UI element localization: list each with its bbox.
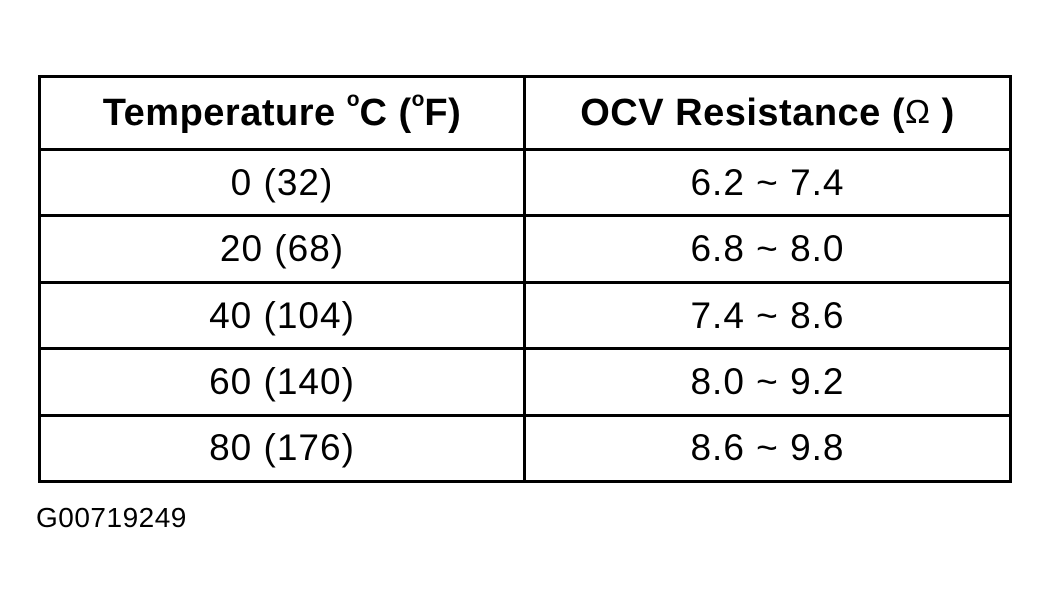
ocv-resistance-cell: 7.4 ~ 8.6 bbox=[690, 294, 845, 336]
header-temperature-text: Temperature bbox=[102, 91, 347, 134]
omega-symbol: Ω bbox=[905, 94, 931, 131]
table-row: 80 (176) 8.6 ~ 9.8 bbox=[41, 413, 1009, 481]
temperature-cell: 40 (104) bbox=[41, 283, 526, 348]
figure-id-label: G00719249 bbox=[36, 502, 187, 533]
header-fahrenheit-text: F) bbox=[424, 91, 462, 134]
header-ocv-resistance: OCV Resistance (Ω ) bbox=[526, 78, 1009, 148]
ocv-resistance-cell: 8.6 ~ 9.8 bbox=[690, 427, 845, 469]
header-ocv-text: OCV Resistance ( bbox=[580, 91, 906, 134]
header-celsius-text: C ( bbox=[359, 91, 412, 134]
ocv-resistance-cell: 6.2 ~ 7.4 bbox=[690, 161, 845, 203]
temperature-cell: 60 (140) bbox=[41, 350, 526, 414]
table-row: 0 (32) 6.2 ~ 7.4 bbox=[41, 151, 1009, 215]
table-row: 60 (140) 8.0 ~ 9.2 bbox=[41, 347, 1009, 414]
temperature-cell: 80 (176) bbox=[41, 416, 526, 481]
table-row: 20 (68) 6.8 ~ 8.0 bbox=[41, 214, 1009, 281]
ocv-resistance-cell: 8.0 ~ 9.2 bbox=[690, 360, 845, 402]
temperature-cell: 0 (32) bbox=[41, 151, 526, 215]
table-row: 40 (104) 7.4 ~ 8.6 bbox=[41, 280, 1009, 348]
temperature-cell: 20 (68) bbox=[41, 217, 526, 281]
header-ocv-close-text: ) bbox=[930, 91, 955, 134]
ocv-resistance-cell: 6.8 ~ 8.0 bbox=[690, 228, 845, 270]
degree-symbol: o bbox=[411, 88, 425, 112]
degree-symbol: o bbox=[346, 88, 360, 112]
